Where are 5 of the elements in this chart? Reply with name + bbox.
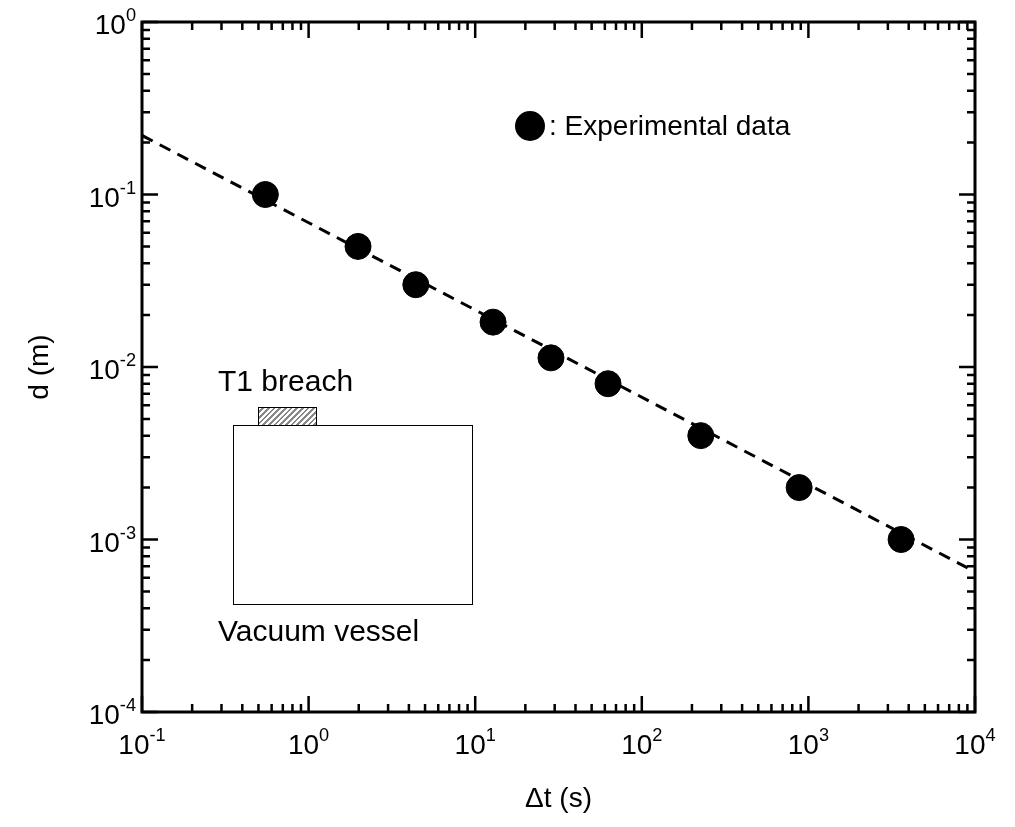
legend-label: : Experimental data bbox=[549, 110, 791, 142]
y-axis-title: d (m) bbox=[23, 334, 54, 400]
annotation: T1 breach bbox=[218, 364, 354, 398]
x-axis-title: Δt (s) bbox=[525, 782, 592, 813]
annotation: Vacuum vessel bbox=[218, 614, 420, 648]
